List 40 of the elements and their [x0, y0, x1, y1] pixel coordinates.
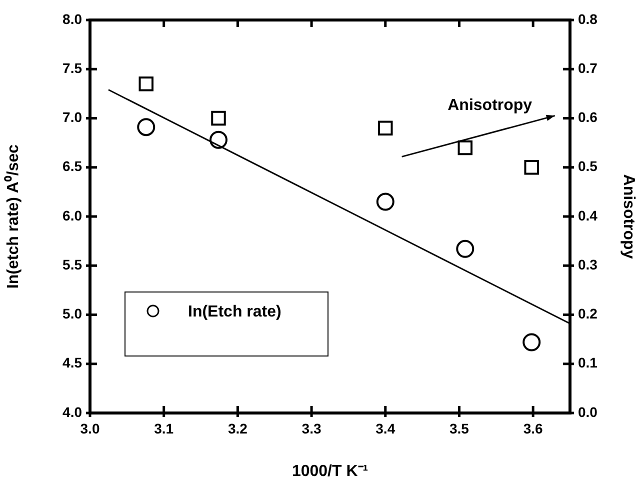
x-axis-title: 1000/T K⁻¹: [292, 462, 368, 480]
y-tick-label: 5.5: [62, 256, 82, 272]
point: [376, 192, 394, 211]
point: [458, 140, 473, 156]
point: [524, 160, 539, 175]
x-tick-label: 3.4: [376, 420, 396, 436]
point: [137, 118, 156, 136]
y2-tick-label: 0.3: [578, 256, 598, 272]
y2-tick-label: 0.4: [578, 207, 598, 224]
y-tick-label: 6.5: [62, 158, 82, 174]
y-tick-label: 5.0: [62, 306, 82, 322]
x-tick-label: 3.6: [523, 420, 544, 436]
point: [138, 76, 154, 92]
y2-axis-title: Anisotropy: [620, 174, 637, 259]
y-tick-label: 7.0: [62, 109, 82, 126]
y-tick-label: 8.0: [62, 10, 82, 27]
y2-tick-label: 0.0: [578, 404, 598, 420]
annotation: Anisotropy: [448, 97, 532, 114]
x-tick-label: 3.3: [302, 420, 322, 436]
y-tick-label: 4.5: [62, 354, 82, 371]
y-tick-label: 6.0: [62, 207, 82, 224]
x-tick-label: 3.2: [228, 420, 248, 436]
y2-tick-label: 0.7: [578, 60, 598, 76]
y-tick-label: 4.0: [62, 404, 82, 420]
point: [378, 120, 393, 136]
point: [522, 333, 541, 352]
y2-tick-label: 0.5: [578, 158, 598, 174]
x-tick-label: 3.0: [80, 420, 100, 436]
x-tick-label: 3.1: [154, 420, 174, 436]
point: [211, 110, 226, 126]
y-axis-title: In(etch rate) A⁰/sec: [4, 144, 22, 289]
x-tick-label: 3.5: [449, 420, 470, 436]
y-tick-label: 7.5: [62, 60, 82, 76]
y2-tick-label: 0.6: [578, 109, 598, 126]
y2-tick-label: 0.8: [578, 10, 598, 27]
legend-label: In(Etch rate): [188, 303, 282, 320]
y2-tick-label: 0.1: [578, 354, 598, 371]
point: [209, 130, 228, 149]
y2-tick-label: 0.2: [578, 306, 598, 322]
point: [456, 240, 474, 258]
